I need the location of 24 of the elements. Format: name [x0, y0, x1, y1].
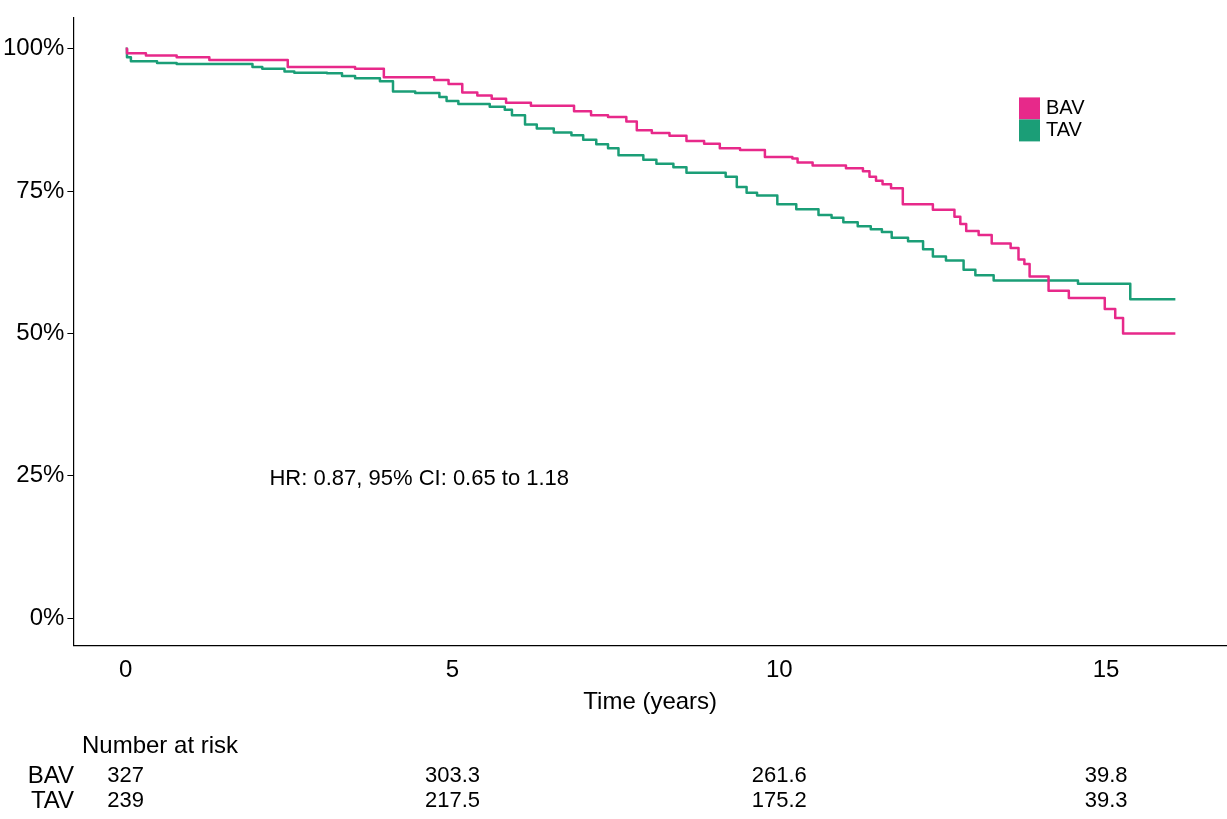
y-tick-label: 0% [29, 602, 65, 630]
x-axis-title: Time (years) [583, 687, 718, 715]
x-tick-label: 10 [765, 655, 793, 683]
text: TAV [30, 785, 74, 813]
text: 327 [107, 762, 145, 788]
annotation: HR: 0.87, 95% CI: 0.65 to 1.18 [269, 464, 570, 490]
x-tick-label: 15 [1092, 655, 1120, 683]
text: 303.3 [424, 762, 481, 788]
text: 217.5 [424, 787, 481, 813]
legend-label: BAV [1046, 95, 1086, 118]
y-tick-label: 50% [16, 318, 65, 346]
text: 261.6 [751, 762, 807, 788]
text: Number at risk [82, 730, 240, 758]
text: 175.2 [751, 787, 807, 813]
x-tick-label: 5 [445, 655, 460, 683]
legend-label: TAV [1046, 117, 1083, 140]
x-tick-label: 0 [118, 655, 133, 683]
y-tick-label: 100% [2, 33, 65, 61]
y-tick-label: 25% [16, 460, 65, 488]
text: BAV [27, 760, 74, 788]
text: 239 [107, 787, 145, 813]
y-tick-label: 75% [16, 175, 65, 203]
text: 39.3 [1084, 787, 1128, 813]
text: 39.8 [1084, 762, 1128, 788]
